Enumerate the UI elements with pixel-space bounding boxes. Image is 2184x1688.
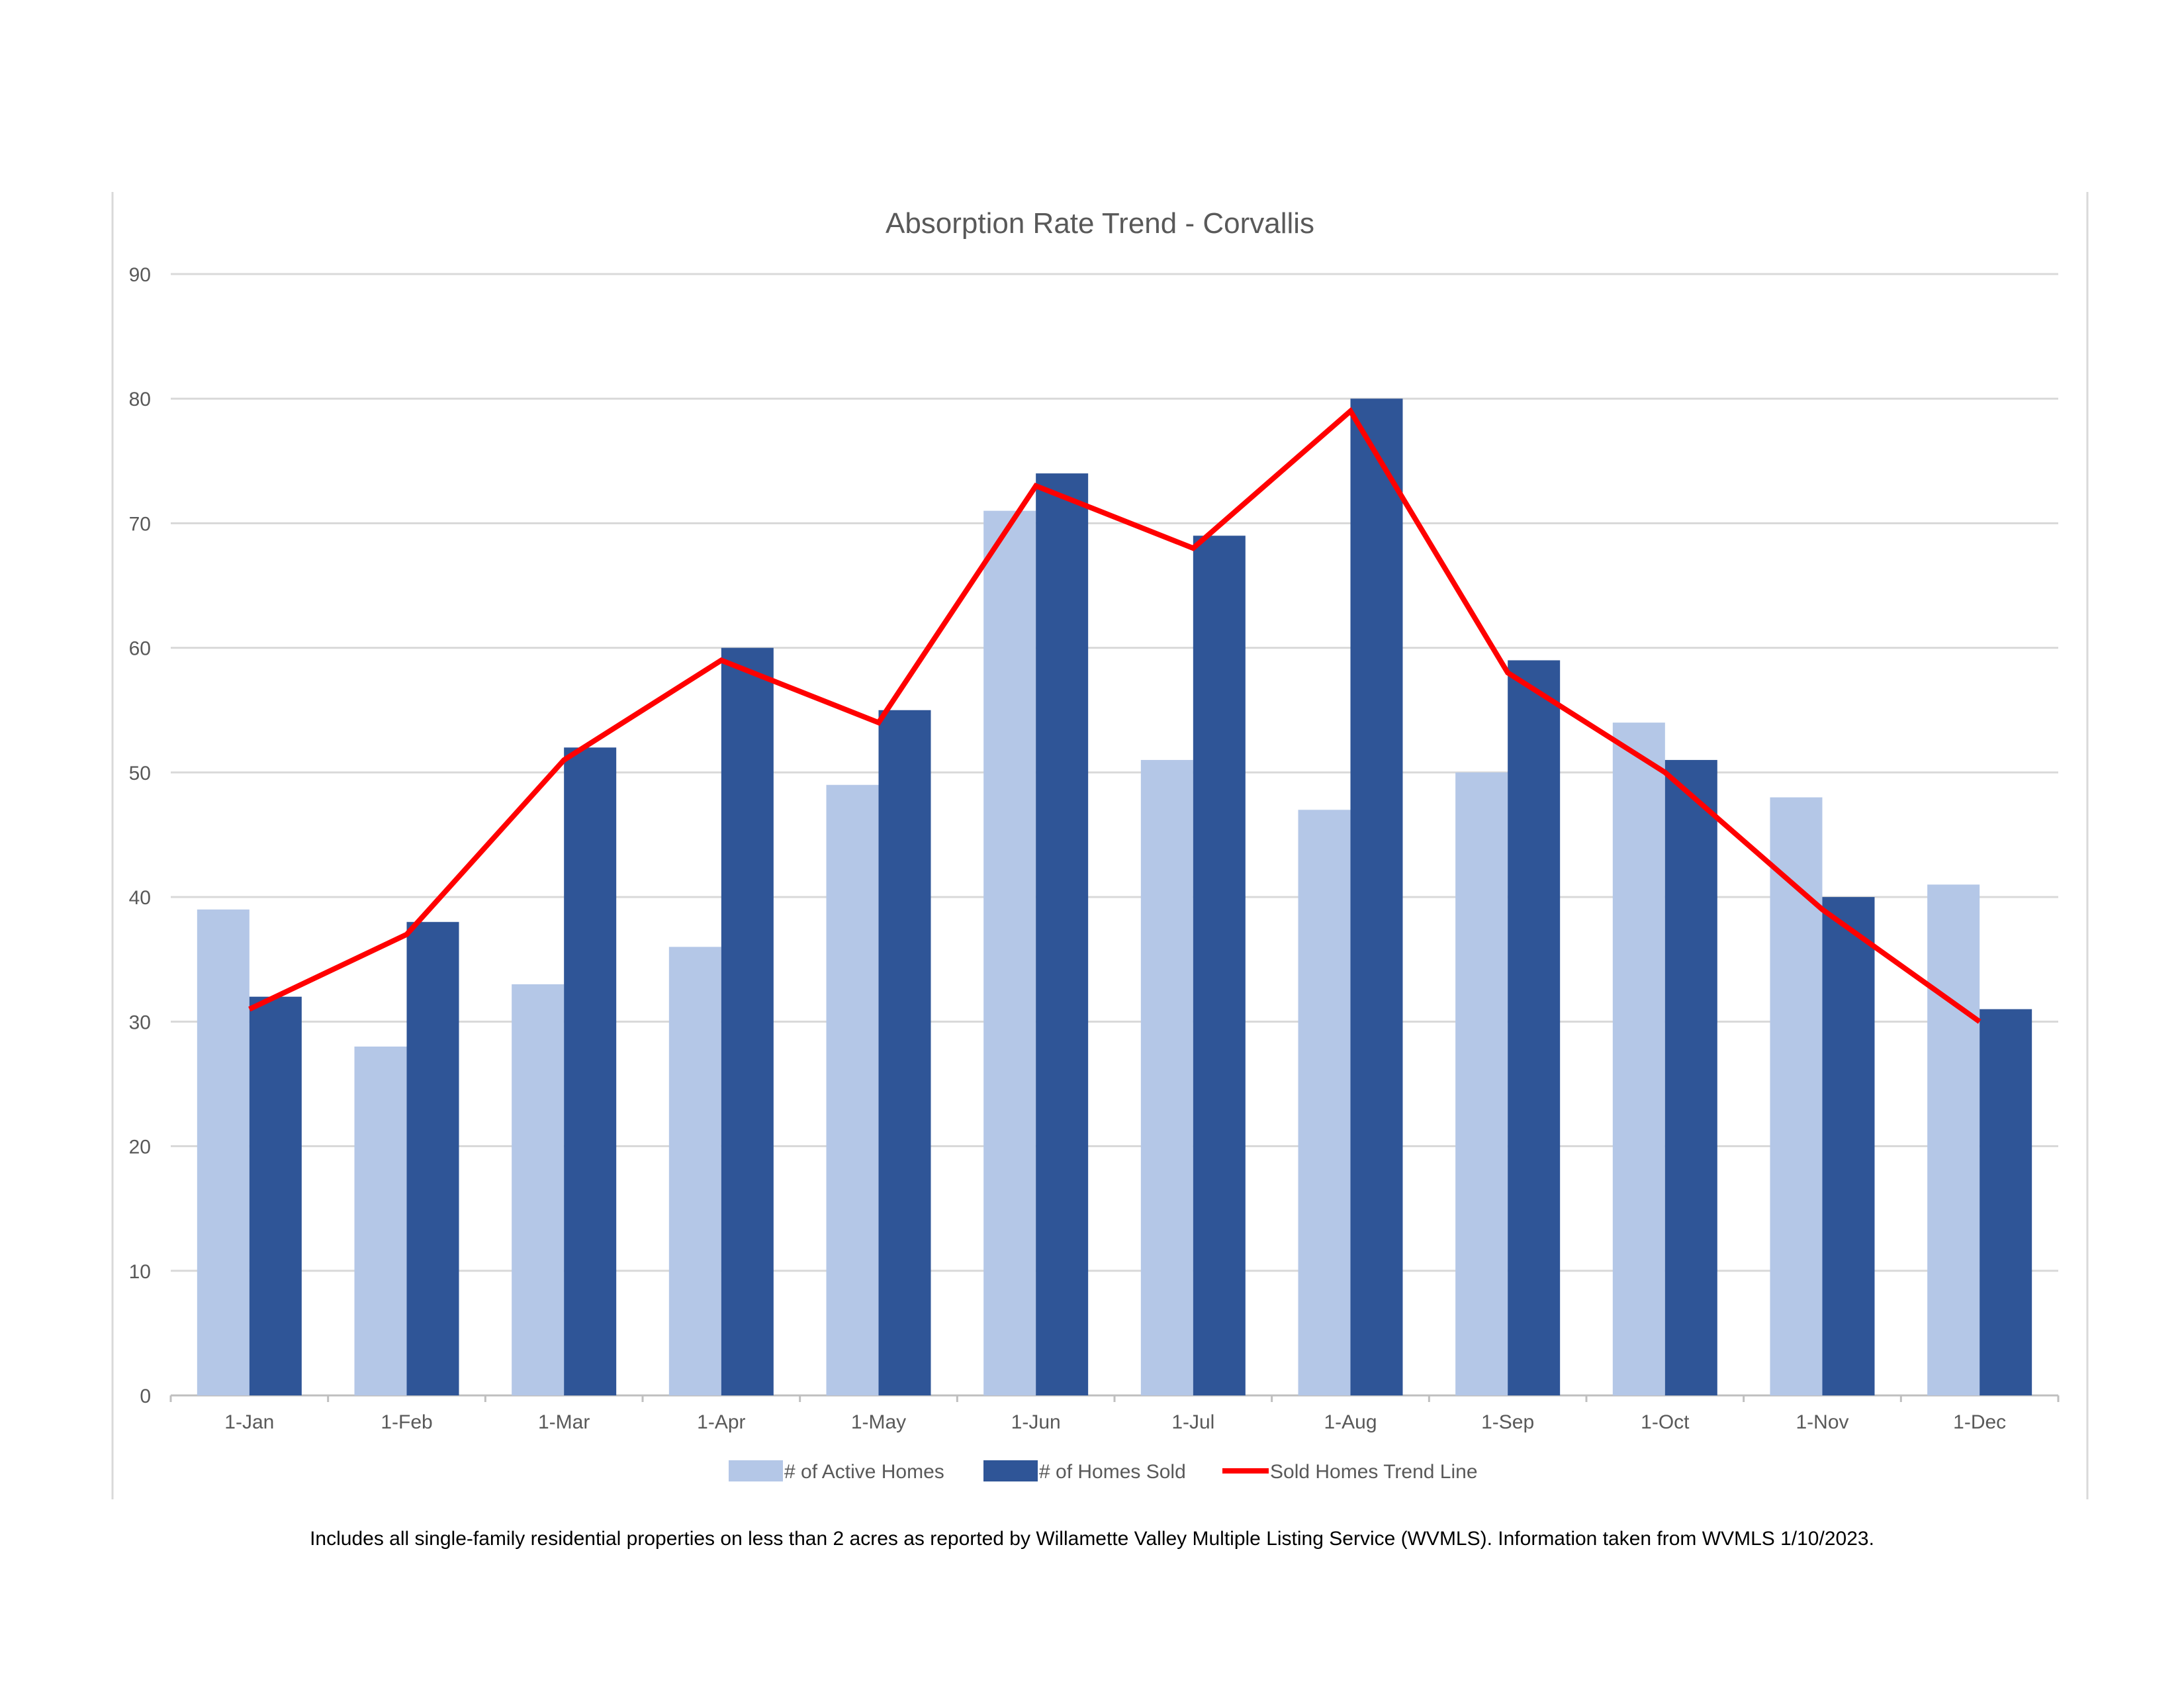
y-tick-label: 10	[129, 1261, 151, 1283]
y-tick-label: 0	[140, 1385, 151, 1407]
x-tick-label: 1-May	[851, 1411, 906, 1433]
bar	[1927, 884, 1980, 1395]
bar	[721, 647, 774, 1395]
y-tick-label: 20	[129, 1137, 151, 1158]
bar	[826, 784, 879, 1395]
bar	[1140, 760, 1193, 1395]
trend-line	[248, 406, 1981, 1024]
bar	[1822, 897, 1875, 1395]
bar	[1664, 760, 1717, 1395]
legend-label: # of Homes Sold	[1039, 1461, 1186, 1483]
bar	[354, 1046, 407, 1395]
y-axis: 0 10 20 30 40 50 60 70 80 90	[129, 264, 151, 1407]
bar	[406, 921, 459, 1395]
x-axis: 1-Jan 1-Feb 1-Mar 1-Apr 1-May 1-Jun 1-Jul 1-Aug…	[169, 1395, 2060, 1433]
bar	[249, 996, 302, 1395]
y-tick-label: 60	[129, 638, 151, 660]
x-tick-label: 1-Oct	[1641, 1411, 1690, 1433]
bars	[197, 399, 2032, 1396]
bar	[1612, 722, 1665, 1395]
bar	[1770, 797, 1823, 1395]
y-tick-label: 30	[129, 1011, 151, 1033]
bar	[1508, 660, 1561, 1395]
x-tick-label: 1-Aug	[1324, 1411, 1377, 1433]
x-tick-label: 1-Dec	[1953, 1411, 2006, 1433]
bar	[1298, 810, 1351, 1395]
y-tick-label: 50	[129, 763, 151, 784]
legend: # of Active Homes # of Homes Sold Sold Hom…	[729, 1460, 1478, 1483]
bar	[1036, 473, 1089, 1396]
x-tick-label: 1-Nov	[1796, 1411, 1848, 1433]
y-tick-label: 80	[129, 389, 151, 410]
bar	[197, 909, 250, 1395]
chart-title: Absorption Rate Trend - Corvallis	[886, 207, 1314, 240]
x-tick-label: 1-Jan	[224, 1411, 274, 1433]
y-tick-label: 40	[129, 887, 151, 909]
legend-swatch	[729, 1460, 783, 1481]
x-tick-label: 1-Jul	[1171, 1411, 1214, 1433]
bar	[1979, 1009, 2032, 1395]
x-tick-label: 1-Sep	[1481, 1411, 1534, 1433]
bar	[1350, 399, 1403, 1396]
bar	[983, 510, 1036, 1395]
y-tick-label: 70	[129, 513, 151, 535]
legend-label: Sold Homes Trend Line	[1270, 1461, 1478, 1483]
x-tick-label: 1-Mar	[538, 1411, 590, 1433]
bar	[1193, 536, 1246, 1396]
trend-line-layer	[248, 406, 1981, 1024]
bar	[512, 984, 565, 1395]
bar	[564, 747, 617, 1395]
bar	[668, 947, 721, 1395]
legend-label: # of Active Homes	[784, 1461, 944, 1483]
bar	[878, 710, 931, 1395]
x-tick-label: 1-Jun	[1011, 1411, 1061, 1433]
x-tick-label: 1-Apr	[697, 1411, 745, 1433]
footnote: Includes all single-family residential p…	[310, 1528, 1874, 1550]
bar	[1455, 772, 1508, 1395]
x-tick-label: 1-Feb	[381, 1411, 432, 1433]
y-tick-label: 90	[129, 264, 151, 286]
legend-swatch	[983, 1460, 1038, 1481]
